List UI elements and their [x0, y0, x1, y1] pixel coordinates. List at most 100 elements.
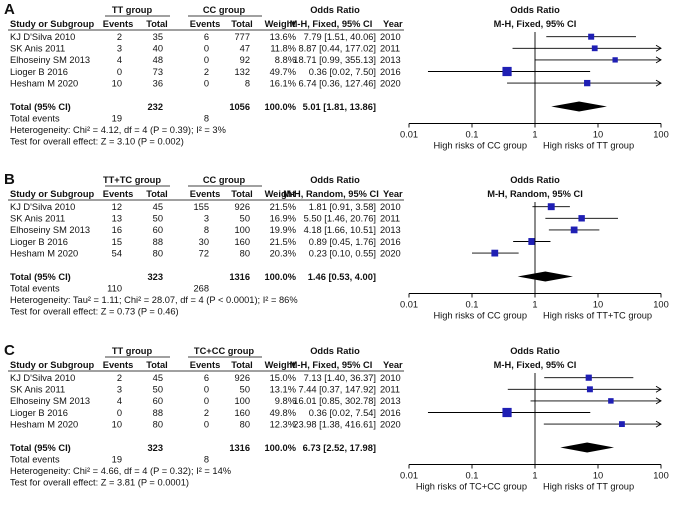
total-or-ci: 6.73 [2.52, 17.98]: [303, 443, 376, 453]
events2-cell: 6: [204, 32, 209, 42]
events1-cell: 2: [117, 373, 122, 383]
study-name: Elhoseiny SM 2013: [10, 225, 90, 235]
total2-cell: 80: [240, 248, 250, 258]
x-tick-label: 0.01: [400, 300, 418, 310]
weight-cell: 13.1%: [270, 385, 296, 395]
total1-cell: 48: [153, 55, 163, 65]
total2-cell: 160: [234, 237, 250, 247]
total1-header: Total: [146, 189, 168, 199]
study-marker: [612, 57, 618, 63]
weight-cell: 8.8%: [275, 55, 296, 65]
x-tick-label: 0.01: [400, 471, 418, 481]
or-ci-cell: 7.44 [0.37, 147.92]: [298, 385, 376, 395]
total2-cell: 160: [234, 408, 250, 418]
year-cell: 2010: [380, 373, 401, 383]
total-weight: 100.0%: [264, 272, 296, 282]
study-name: Hesham M 2020: [10, 419, 78, 429]
plot-method: M-H, Fixed, 95% CI: [494, 19, 577, 29]
weight-cell: 13.6%: [270, 32, 296, 42]
weight-cell: 19.9%: [270, 225, 296, 235]
total-events2: 8: [204, 114, 209, 124]
heterogeneity-text: Heterogeneity: Chi² = 4.12, df = 4 (P = …: [10, 125, 226, 135]
plot-title: Odds Ratio: [510, 175, 560, 185]
plot-method: M-H, Fixed, 95% CI: [494, 360, 577, 370]
year-cell: 2020: [380, 248, 401, 258]
total-or-ci: 5.01 [1.81, 13.86]: [303, 102, 376, 112]
events1-cell: 13: [112, 214, 122, 224]
odds-ratio-header: Odds Ratio: [310, 175, 360, 185]
events2-cell: 0: [204, 55, 209, 65]
total1-cell: 60: [153, 225, 163, 235]
events2-cell: 8: [204, 225, 209, 235]
study-name: Lioger B 2016: [10, 408, 68, 418]
events2-cell: 0: [204, 419, 209, 429]
or-method-header: M-H, Random, 95% CI: [283, 189, 379, 199]
panel-letter: B: [4, 171, 15, 188]
total-events-label: Total events: [10, 114, 60, 124]
total1-cell: 73: [153, 67, 163, 77]
study-column-header: Study or Subgroup: [10, 189, 95, 199]
plot-title: Odds Ratio: [510, 5, 560, 15]
or-ci-cell: 23.98 [1.38, 416.61]: [293, 419, 376, 429]
study-marker: [491, 249, 499, 257]
total1-header: Total: [146, 19, 168, 29]
total1-cell: 35: [153, 32, 163, 42]
total1-cell: 60: [153, 396, 163, 406]
total-weight: 100.0%: [264, 102, 296, 112]
weight-cell: 49.7%: [270, 67, 296, 77]
events1-header: Events: [103, 360, 134, 370]
group1-header: TT group: [112, 346, 153, 356]
group1-header: TT+TC group: [103, 175, 161, 185]
total1-sum: 323: [147, 443, 163, 453]
study-name: KJ D'Silva 2010: [10, 202, 75, 212]
total-events2: 8: [204, 455, 209, 465]
year-cell: 2020: [380, 78, 401, 88]
year-header: Year: [383, 19, 403, 29]
total2-cell: 132: [234, 67, 250, 77]
year-cell: 2010: [380, 32, 401, 42]
total-weight: 100.0%: [264, 443, 296, 453]
year-cell: 2011: [380, 385, 400, 395]
study-column-header: Study or Subgroup: [10, 360, 95, 370]
or-ci-cell: 8.87 [0.44, 177.02]: [298, 44, 376, 54]
total1-cell: 50: [153, 214, 163, 224]
total-events1: 19: [112, 114, 122, 124]
total-or-ci: 1.46 [0.53, 4.00]: [308, 272, 376, 282]
total1-cell: 88: [153, 408, 163, 418]
study-marker: [619, 421, 625, 428]
pooled-diamond: [517, 271, 573, 282]
favours-left-label: High risks of CC group: [433, 141, 527, 151]
x-tick-label: 1: [532, 471, 537, 481]
total2-cell: 80: [240, 419, 250, 429]
study-name: Hesham M 2020: [10, 248, 78, 258]
or-ci-cell: 4.18 [1.66, 10.51]: [304, 225, 376, 235]
total1-cell: 40: [153, 44, 163, 54]
study-marker: [547, 203, 555, 211]
total-label: Total (95% CI): [10, 102, 71, 112]
year-cell: 2013: [380, 396, 401, 406]
x-tick-label: 0.1: [466, 130, 479, 140]
events1-cell: 16: [112, 225, 122, 235]
study-name: SK Anis 2011: [10, 44, 65, 54]
study-name: SK Anis 2011: [10, 385, 65, 395]
weight-header: Weight: [265, 360, 296, 370]
total2-header: Total: [231, 19, 253, 29]
weight-cell: 11.8%: [270, 44, 296, 54]
events1-cell: 10: [112, 78, 122, 88]
total1-header: Total: [146, 360, 168, 370]
total1-sum: 232: [147, 102, 163, 112]
study-name: Lioger B 2016: [10, 237, 68, 247]
study-marker: [578, 215, 585, 222]
total1-cell: 80: [153, 248, 163, 258]
study-marker: [570, 226, 578, 234]
events2-cell: 2: [204, 408, 209, 418]
or-ci-cell: 18.71 [0.99, 355.13]: [293, 55, 376, 65]
or-ci-cell: 1.81 [0.91, 3.58]: [309, 202, 376, 212]
or-ci-cell: 7.13 [1.40, 36.37]: [304, 373, 376, 383]
weight-cell: 21.5%: [270, 237, 296, 247]
favours-left-label: High risks of CC group: [433, 311, 527, 321]
study-marker: [502, 407, 512, 418]
year-cell: 2013: [380, 55, 401, 65]
study-name: Lioger B 2016: [10, 67, 68, 77]
